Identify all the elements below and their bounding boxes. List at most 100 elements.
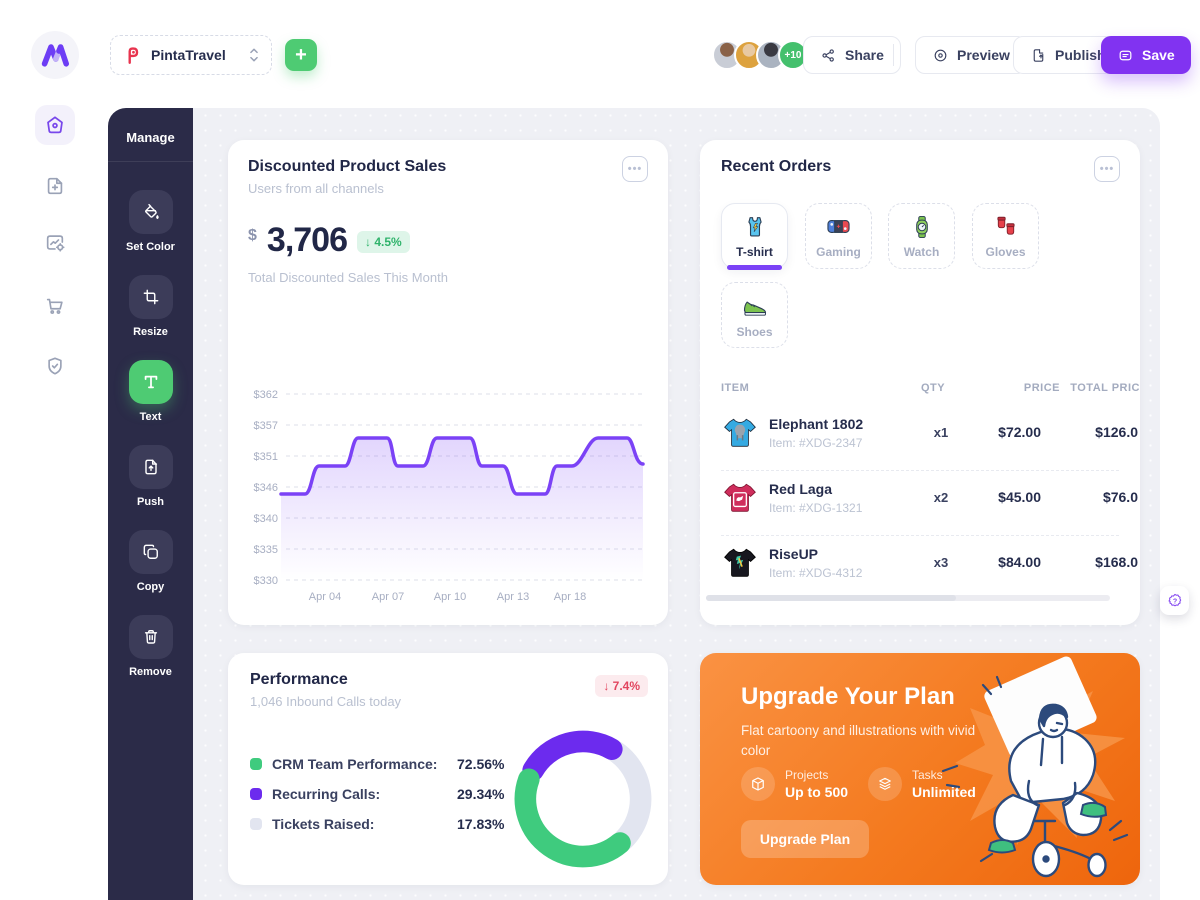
workspace-name: PintaTravel: [151, 47, 226, 63]
legend-swatch: [250, 818, 262, 830]
product-thumbnail: [724, 418, 756, 447]
share-button[interactable]: Share: [803, 36, 901, 74]
y-tick: $346: [254, 482, 278, 494]
tool-label: Push: [137, 496, 164, 508]
product-thumbnail: [724, 483, 756, 512]
order-row[interactable]: Red Laga Item: #XDG-1321 x2 $45.00 $76.0: [721, 473, 1140, 529]
topbar-divider: [893, 44, 894, 66]
x-tick: Apr 04: [309, 591, 341, 603]
plus-icon: +: [295, 43, 307, 66]
x-tick: Apr 18: [554, 591, 586, 603]
product-name: RiseUP: [769, 546, 819, 562]
horizontal-scrollbar[interactable]: [706, 595, 1110, 601]
product-qty: x2: [933, 490, 949, 505]
tool-push[interactable]: Push: [108, 445, 193, 508]
add-workspace-button[interactable]: +: [285, 39, 317, 71]
ellipsis-icon: •••: [1099, 163, 1115, 175]
row-divider: [721, 535, 1119, 536]
product-thumbnail: [724, 548, 756, 577]
sales-caption: Total Discounted Sales This Month: [248, 270, 448, 285]
gamepad-icon: [827, 220, 850, 233]
orders-card-title: Recent Orders: [721, 158, 832, 175]
order-row[interactable]: Elephant 1802 Item: #XDG-2347 x1 $72.00 …: [721, 408, 1140, 464]
category-tile-gaming[interactable]: Gaming: [805, 203, 872, 269]
sales-card-subtitle: Users from all channels: [248, 181, 384, 196]
trash-icon: [144, 630, 157, 644]
tool-label: Resize: [133, 326, 168, 338]
orders-card-menu-button[interactable]: •••: [1094, 156, 1120, 182]
upgrade-plan-button[interactable]: Upgrade Plan: [741, 820, 869, 858]
product-total: $76.0: [1102, 489, 1138, 505]
analytics-gear-icon: [46, 235, 65, 252]
sales-delta-badge: ↓ 4.5%: [357, 231, 410, 253]
x-tick: Apr 10: [434, 591, 466, 603]
feature-label: Projects: [785, 768, 829, 782]
rail-item-security[interactable]: [35, 346, 75, 386]
tshirt-icon: [747, 216, 762, 237]
tool-remove[interactable]: Remove: [108, 615, 193, 678]
upgrade-plan-card: Upgrade Your Plan Flat cartoony and illu…: [700, 653, 1140, 885]
upgrade-illustration: [941, 656, 1129, 878]
legend-value: 72.56%: [457, 756, 505, 772]
workspace-selector[interactable]: PintaTravel: [110, 35, 272, 75]
tool-set-color[interactable]: Set Color: [108, 190, 193, 253]
tool-resize[interactable]: Resize: [108, 275, 193, 338]
col-header-total: TOTAL PRIC: [1070, 382, 1140, 394]
scrollbar-thumb[interactable]: [706, 595, 957, 601]
legend-item: Recurring Calls: 29.34%: [250, 786, 504, 802]
line-series-area: [281, 438, 643, 580]
x-tick: Apr 07: [372, 591, 404, 603]
app-logo[interactable]: [31, 31, 79, 79]
home-icon: [47, 116, 63, 134]
preview-icon: [934, 49, 947, 61]
tool-label: Copy: [136, 581, 165, 593]
cart-icon: [46, 298, 63, 314]
order-row[interactable]: RiseUP Item: #XDG-4312 x3 $84.00 $168.0: [721, 538, 1140, 594]
x-tick: Apr 13: [497, 591, 529, 603]
y-tick: $340: [254, 513, 278, 525]
share-label: Share: [845, 47, 884, 63]
y-tick: $357: [254, 420, 278, 432]
category-label: T-shirt: [736, 244, 773, 259]
donut-segment-crm: [514, 768, 631, 868]
legend-value: 29.34%: [457, 786, 505, 802]
legend-value: 17.83%: [457, 816, 505, 832]
col-header-price: PRICE: [1023, 382, 1060, 394]
col-header-qty: QTY: [921, 382, 946, 394]
product-total: $168.0: [1095, 554, 1138, 570]
save-button[interactable]: Save: [1101, 36, 1191, 74]
category-label: Watch: [903, 244, 940, 259]
layers-icon: [879, 777, 891, 790]
upgrade-subtitle: Flat cartoony and illustrations with viv…: [741, 723, 976, 758]
legend-swatch: [250, 788, 262, 800]
row-divider: [721, 470, 1119, 471]
preview-button[interactable]: Preview: [915, 36, 1027, 74]
line-series-path: [279, 436, 645, 496]
rail-item-analytics[interactable]: [35, 223, 75, 263]
help-button[interactable]: ?: [1160, 586, 1189, 615]
shoes-icon: [743, 300, 766, 316]
gloves-icon: [996, 216, 1015, 235]
category-tile-tshirt[interactable]: T-shirt: [721, 203, 788, 270]
tool-copy[interactable]: Copy: [108, 530, 193, 593]
rail-item-home[interactable]: [35, 105, 75, 145]
product-price: $72.00: [998, 424, 1041, 440]
tool-text[interactable]: Text: [108, 360, 193, 423]
toolbar-title: Manage: [126, 130, 175, 145]
sales-card-menu-button[interactable]: •••: [622, 156, 648, 182]
upgrade-button-label: Upgrade Plan: [759, 831, 851, 847]
tool-label: Text: [139, 411, 162, 423]
donut-segment-recurring: [522, 730, 623, 781]
col-header-item: ITEM: [721, 382, 750, 394]
product-code: Item: #XDG-2347: [769, 436, 863, 450]
rail-item-cart[interactable]: [35, 286, 75, 326]
y-tick: $362: [254, 389, 278, 401]
rail-item-new-file[interactable]: [35, 166, 75, 206]
product-price: $45.00: [998, 489, 1041, 505]
category-tile-shoes[interactable]: Shoes: [721, 282, 788, 348]
sales-line-chart[interactable]: $362 $357 $351 $346 $340 $335 $330 Apr 0…: [246, 382, 650, 606]
category-tile-gloves[interactable]: Gloves: [972, 203, 1039, 269]
category-tile-watch[interactable]: Watch: [888, 203, 955, 269]
sales-total-value: 3,706: [266, 221, 348, 259]
